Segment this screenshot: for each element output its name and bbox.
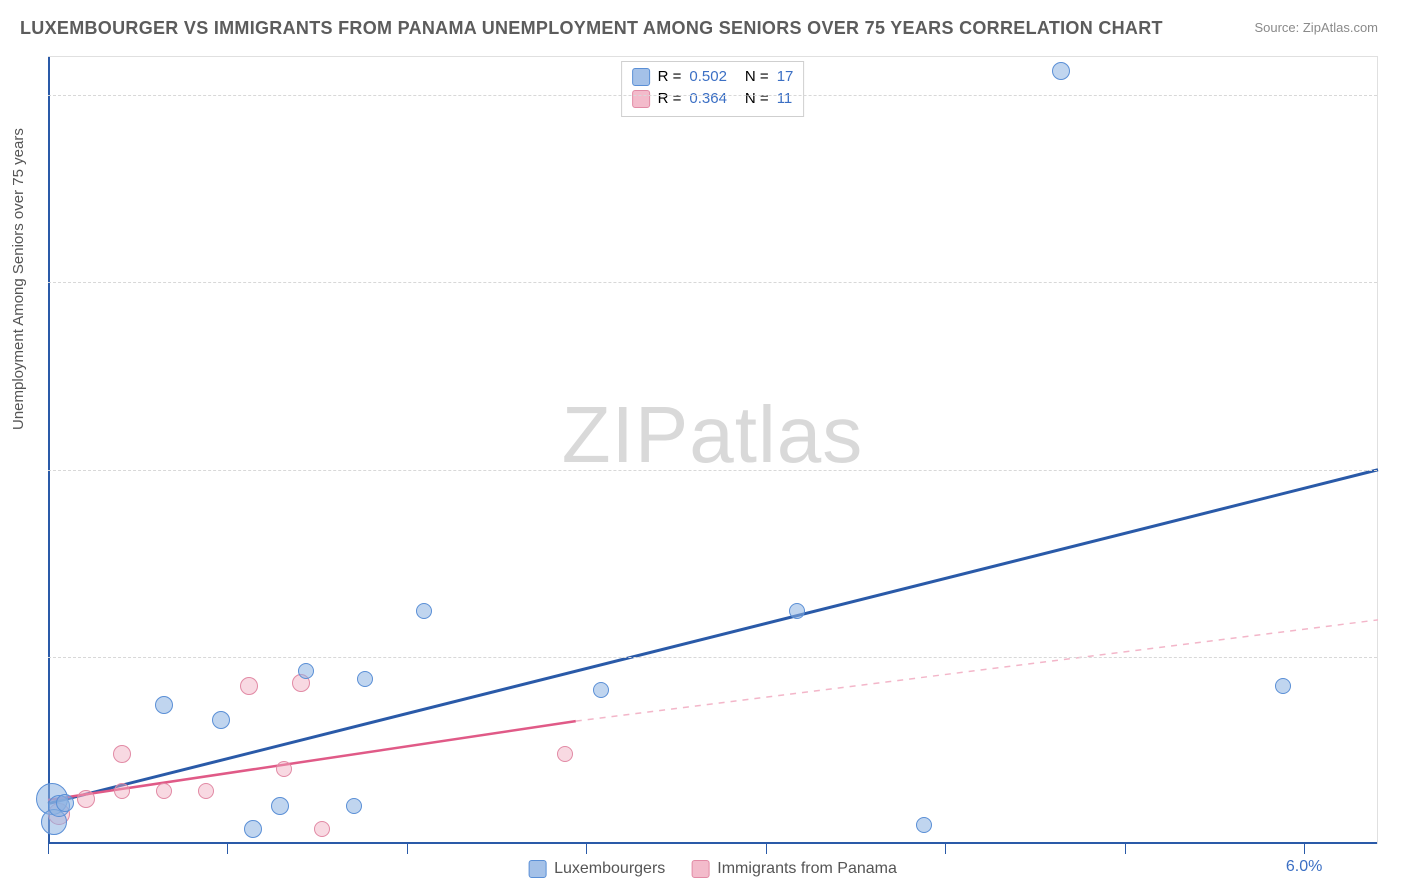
data-point: [357, 671, 373, 687]
n-label: N =: [745, 88, 769, 110]
data-point: [346, 798, 362, 814]
x-tick: [407, 844, 408, 854]
r-label: R =: [658, 66, 682, 88]
trend-line: [576, 620, 1378, 721]
x-tick: [586, 844, 587, 854]
swatch-pink-icon: [691, 860, 709, 878]
n-value-pink: 11: [777, 88, 793, 110]
series-legend: Luxembourgers Immigrants from Panama: [528, 860, 897, 878]
n-label: N =: [745, 66, 769, 88]
data-point: [240, 677, 258, 695]
y-axis-label: Unemployment Among Seniors over 75 years: [10, 128, 27, 430]
swatch-pink-icon: [632, 90, 650, 108]
stats-row-pink: R = 0.364 N = 11: [632, 88, 794, 110]
data-point: [56, 794, 74, 812]
data-point: [212, 711, 230, 729]
r-value-pink: 0.364: [689, 88, 727, 110]
data-point: [113, 745, 131, 763]
legend-item-panama: Immigrants from Panama: [691, 860, 897, 878]
x-tick-label: 6.0%: [1286, 858, 1322, 876]
legend-label: Luxembourgers: [554, 860, 665, 878]
data-point: [276, 761, 292, 777]
trend-line: [48, 470, 1378, 804]
stats-legend-box: R = 0.502 N = 17 R = 0.364 N = 11: [621, 61, 805, 117]
gridline: [48, 95, 1377, 96]
legend-item-luxembourgers: Luxembourgers: [528, 860, 665, 878]
data-point: [244, 820, 262, 838]
r-value-blue: 0.502: [689, 66, 727, 88]
n-value-blue: 17: [777, 66, 794, 88]
data-point: [789, 603, 805, 619]
gridline: [48, 470, 1377, 471]
trend-lines-layer: [48, 57, 1377, 844]
swatch-blue-icon: [632, 68, 650, 86]
data-point: [77, 790, 95, 808]
source-attribution: Source: ZipAtlas.com: [1254, 20, 1378, 35]
data-point: [557, 746, 573, 762]
data-point: [416, 603, 432, 619]
data-point: [1275, 678, 1291, 694]
x-tick: [227, 844, 228, 854]
data-point: [314, 821, 330, 837]
data-point: [156, 783, 172, 799]
data-point: [271, 797, 289, 815]
chart-plot-area: ZIPatlas R = 0.502 N = 17 R = 0.364 N = …: [48, 56, 1378, 844]
x-tick: [945, 844, 946, 854]
data-point: [298, 663, 314, 679]
data-point: [593, 682, 609, 698]
x-tick: [1304, 844, 1305, 854]
legend-label: Immigrants from Panama: [717, 860, 897, 878]
chart-title: LUXEMBOURGER VS IMMIGRANTS FROM PANAMA U…: [20, 18, 1163, 39]
gridline: [48, 282, 1377, 283]
x-tick: [1125, 844, 1126, 854]
stats-row-blue: R = 0.502 N = 17: [632, 66, 794, 88]
data-point: [198, 783, 214, 799]
x-tick: [48, 844, 49, 854]
r-label: R =: [658, 88, 682, 110]
data-point: [916, 817, 932, 833]
swatch-blue-icon: [528, 860, 546, 878]
data-point: [114, 783, 130, 799]
x-tick: [766, 844, 767, 854]
data-point: [1052, 62, 1070, 80]
data-point: [155, 696, 173, 714]
gridline: [48, 657, 1377, 658]
